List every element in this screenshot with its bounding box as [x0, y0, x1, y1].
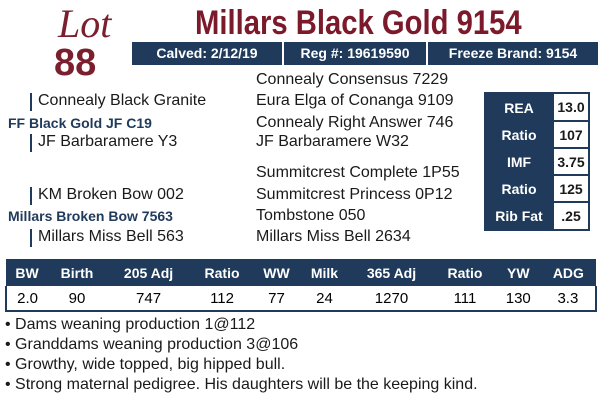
- column-header: BW: [6, 259, 49, 286]
- note: • Dams weaning production 1@112: [5, 316, 256, 333]
- pedigree-bar: [30, 187, 32, 205]
- pedigree-name: Millars Miss Bell 563: [38, 228, 184, 245]
- pedigree-name: Millars Miss Bell 2634: [256, 228, 411, 245]
- pedigree-bar: [30, 229, 32, 247]
- performance-value: 747: [105, 286, 192, 312]
- carcass-value: .25: [552, 201, 590, 231]
- pedigree-name: JF Barbaramere Y3: [38, 133, 178, 150]
- column-header: Ratio: [191, 259, 253, 286]
- pedigree-name: Summitcrest Princess 0P12: [256, 186, 453, 203]
- carcass-value: 13.0: [552, 92, 590, 122]
- column-header: WW: [252, 259, 301, 286]
- carcass-label: IMF: [506, 153, 532, 170]
- lot-label: Lot: [58, 1, 112, 46]
- note: • Granddams weaning production 3@106: [5, 336, 299, 353]
- header-row: BW Birth 205 Adj Ratio WW Milk 365 Adj Ratio YW A…: [6, 259, 596, 286]
- sire-name: FF Black Gold JF C19: [8, 115, 152, 131]
- pedigree-name: KM Broken Bow 002: [38, 186, 184, 203]
- performance-value: 24: [300, 286, 349, 312]
- pedigree-name: JF Barbaramere W32: [256, 133, 409, 150]
- carcass-value: 107: [552, 120, 590, 149]
- carcass-label: Ratio: [501, 180, 537, 197]
- performance-value: 2.0: [4, 286, 49, 312]
- column-header: ADG: [540, 259, 596, 286]
- carcass-row: Ratio 125: [485, 174, 590, 203]
- value-row: 2.0 90 747 112 77 24 1270 111 130 3.3: [4, 286, 598, 312]
- pedigree-name: Eura Elga of Conanga 9109: [256, 92, 454, 109]
- performance-table: BW Birth 205 Adj Ratio WW Milk 365 Adj Ratio YW A…: [4, 259, 598, 312]
- dam-name: Millars Broken Bow 7563: [8, 208, 173, 224]
- performance-value: 3.3: [540, 286, 598, 312]
- performance-value: 112: [191, 286, 253, 312]
- performance-value: 1270: [348, 286, 435, 312]
- title: Millars Black Gold 9154: [195, 4, 522, 42]
- pedigree-bar: [30, 93, 32, 111]
- carcass-row: REA 13.0: [485, 92, 590, 122]
- info-bar: Calved: 2/12/19 Reg #: 19619590 Freeze B…: [132, 42, 598, 65]
- pedigree-name: Connealy Right Answer 746: [256, 114, 454, 131]
- carcass-row: Ratio 107: [485, 120, 590, 149]
- pedigree-name: Connealy Consensus 7229: [256, 71, 449, 88]
- performance-value: 77: [252, 286, 301, 312]
- info-item: Reg #: 19619590: [284, 42, 428, 65]
- carcass-table: REA 13.0 Ratio 107 IMF 3.75 Ratio 125 Rib Fat .25: [484, 92, 590, 231]
- pedigree-name: Connealy Black Granite: [38, 92, 207, 109]
- info-item: Freeze Brand: 9154: [448, 45, 578, 61]
- column-header: Milk: [300, 259, 349, 286]
- performance-value: 90: [48, 286, 106, 312]
- note: • Growthy, wide topped, big hipped bull.: [5, 356, 286, 373]
- pedigree-name: Summitcrest Complete 1P55: [256, 164, 460, 181]
- pedigree-bar: [30, 134, 32, 152]
- carcass-label: REA: [504, 99, 534, 116]
- carcass-value: 3.75: [552, 147, 590, 176]
- carcass-label: Rib Fat: [495, 207, 543, 224]
- column-header: Ratio: [434, 259, 496, 286]
- notes: • Dams weaning production 1@112 • Grandda…: [5, 315, 478, 395]
- carcass-row: Rib Fat .25: [485, 201, 590, 231]
- carcass-label: Ratio: [501, 126, 537, 143]
- pedigree-name: Tombstone 050: [256, 207, 366, 224]
- column-header: YW: [495, 259, 541, 286]
- lot-number: 88: [54, 42, 97, 84]
- note: • Strong maternal pedigree. His daughter…: [5, 376, 478, 393]
- column-header: 365 Adj: [348, 259, 435, 286]
- performance-value: 130: [495, 286, 541, 312]
- column-header: 205 Adj: [105, 259, 192, 286]
- carcass-value: 125: [552, 174, 590, 203]
- carcass-row: IMF 3.75: [485, 147, 590, 176]
- column-header: Birth: [48, 259, 106, 286]
- info-item: Calved: 2/12/19: [132, 42, 284, 65]
- performance-value: 111: [434, 286, 496, 312]
